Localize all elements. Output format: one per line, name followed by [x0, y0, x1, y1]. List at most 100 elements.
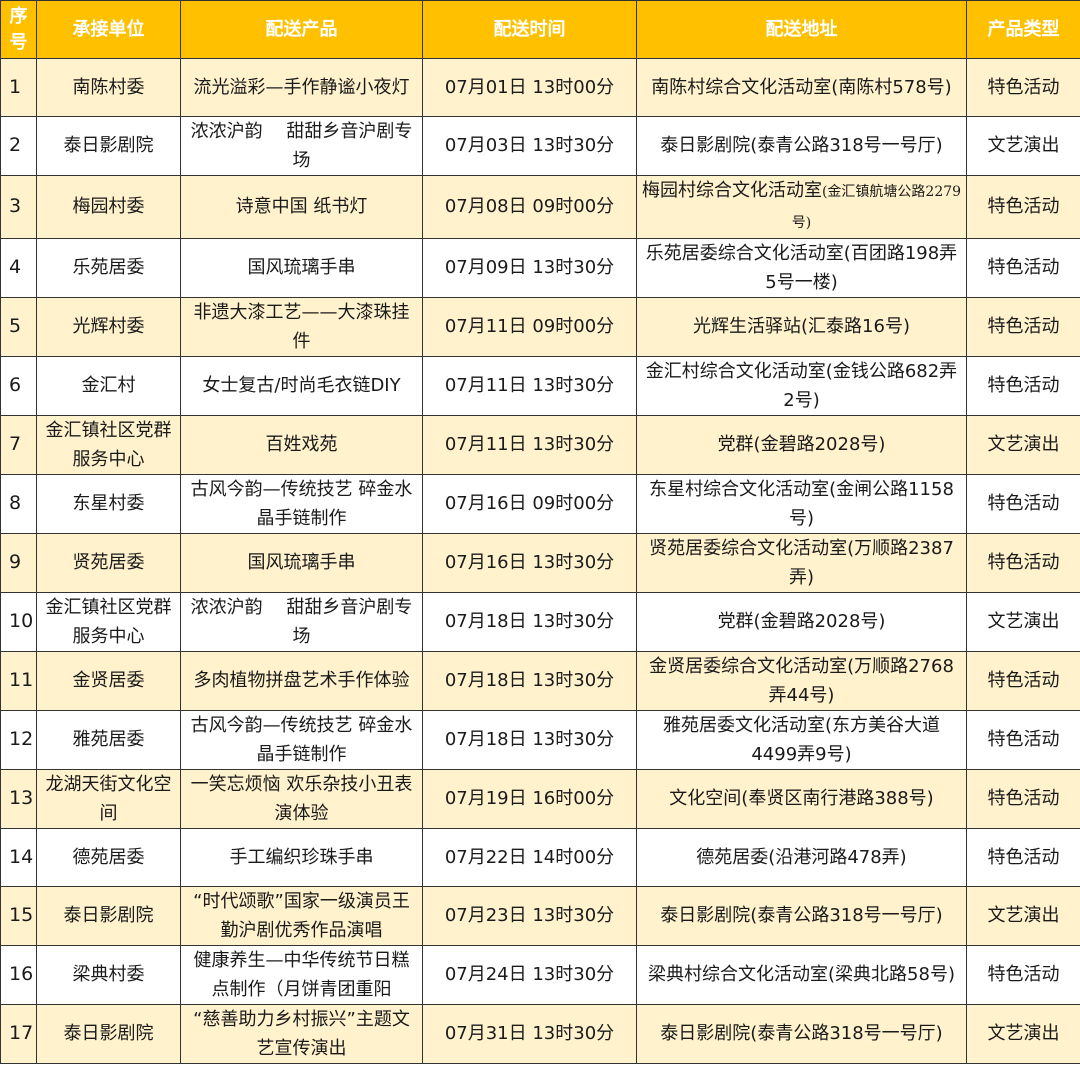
cell-address: 泰日影剧院(泰青公路318号一号厅): [636, 115, 967, 176]
cell-unit: 光辉村委: [36, 296, 181, 357]
cell-address: 梁典村综合文化活动室(梁典北路58号): [636, 944, 967, 1005]
cell-product: 非遗大漆工艺——大漆珠挂件: [180, 296, 423, 357]
cell-time: 07月09日 13时30分: [422, 237, 637, 298]
header-seq: 序号: [0, 0, 37, 59]
cell-seq: 9: [0, 532, 37, 593]
table-row: 14 德苑居委 手工编织珍珠手串 07月22日 14时00分 德苑居委(沿港河路478弄…: [0, 827, 1080, 887]
cell-seq: 14: [0, 827, 37, 887]
cell-type: 特色活动: [966, 709, 1080, 770]
cell-seq: 13: [0, 768, 37, 829]
cell-time: 07月08日 09时00分: [422, 174, 637, 239]
cell-type: 特色活动: [966, 532, 1080, 593]
cell-unit: 贤苑居委: [36, 532, 181, 593]
cell-unit: 东星村委: [36, 473, 181, 534]
table-row: 5 光辉村委 非遗大漆工艺——大漆珠挂件 07月11日 09时00分 光辉生活驿站(汇泰…: [0, 296, 1080, 357]
cell-address: 金汇村综合文化活动室(金钱公路682弄2号): [636, 355, 967, 416]
cell-seq: 3: [0, 174, 37, 239]
cell-unit: 金汇镇社区党群服务中心: [36, 414, 181, 475]
cell-product: 一笑忘烦恼 欢乐杂技小丑表演体验: [180, 768, 423, 829]
cell-seq: 8: [0, 473, 37, 534]
header-row: 序号 承接单位 配送产品 配送时间 配送地址 产品类型: [0, 0, 1080, 59]
cell-product: 流光溢彩—手作静谧小夜灯: [180, 58, 423, 117]
cell-address: 文化空间(奉贤区南行港路388号): [636, 768, 967, 829]
cell-unit: 金贤居委: [36, 650, 181, 711]
cell-seq: 4: [0, 237, 37, 298]
cell-product: 诗意中国 纸书灯: [180, 174, 423, 239]
table-row: 6 金汇村 女士复古/时尚毛衣链DIY 07月11日 13时30分 金汇村综合文化活动室…: [0, 355, 1080, 416]
cell-type: 特色活动: [966, 58, 1080, 117]
cell-address: 德苑居委(沿港河路478弄): [636, 827, 967, 887]
cell-product: 手工编织珍珠手串: [180, 827, 423, 887]
cell-seq: 1: [0, 58, 37, 117]
cell-type: 特色活动: [966, 827, 1080, 887]
table-row: 13 龙湖天街文化空间 一笑忘烦恼 欢乐杂技小丑表演体验 07月19日 16时00分文…: [0, 768, 1080, 829]
cell-time: 07月22日 14时00分: [422, 827, 637, 887]
cell-seq: 16: [0, 944, 37, 1005]
cell-product: 国风琉璃手串: [180, 532, 423, 593]
cell-type: 特色活动: [966, 296, 1080, 357]
table-row: 12 雅苑居委 古风今韵—传统技艺 碎金水晶手链制作 07月18日 13时30分 雅苑居…: [0, 709, 1080, 770]
table-row: 2 泰日影剧院 浓浓沪韵 甜甜乡音沪剧专场 07月03日 13时30分 泰日影剧院(泰青…: [0, 115, 1080, 176]
cell-time: 07月16日 13时30分: [422, 532, 637, 593]
cell-seq: 17: [0, 1003, 37, 1064]
cell-seq: 6: [0, 355, 37, 416]
cell-unit: 梁典村委: [36, 944, 181, 1005]
cell-time: 07月01日 13时00分: [422, 58, 637, 117]
header-product: 配送产品: [180, 0, 423, 59]
cell-unit: 德苑居委: [36, 827, 181, 887]
cell-address: 南陈村综合文化活动室(南陈村578号): [636, 58, 967, 117]
cell-unit: 南陈村委: [36, 58, 181, 117]
cell-product: “慈善助力乡村振兴”主题文艺宣传演出: [180, 1003, 423, 1064]
table-row: 4 乐苑居委 国风琉璃手串 07月09日 13时30分 乐苑居委综合文化活动室(百团路1…: [0, 237, 1080, 298]
cell-address: 贤苑居委综合文化活动室(万顺路2387弄): [636, 532, 967, 593]
cell-product: 多肉植物拼盘艺术手作体验: [180, 650, 423, 711]
table-row: 3 梅园村委 诗意中国 纸书灯 07月08日 09时00分 梅园村综合文化活动室(金汇镇…: [0, 174, 1080, 239]
cell-address: 光辉生活驿站(汇泰路16号): [636, 296, 967, 357]
cell-time: 07月18日 13时30分: [422, 650, 637, 711]
address-main: 梅园村综合文化活动室: [641, 179, 822, 201]
cell-address: 党群(金碧路2028号): [636, 414, 967, 475]
cell-product: 健康养生—中华传统节日糕点制作（月饼青团重阳: [180, 944, 423, 1005]
table-row: 7 金汇镇社区党群服务中心 百姓戏苑 07月11日 13时30分 党群(金碧路2028号…: [0, 414, 1080, 475]
cell-time: 07月11日 13时30分: [422, 414, 637, 475]
cell-unit: 泰日影剧院: [36, 885, 181, 946]
cell-time: 07月31日 13时30分: [422, 1003, 637, 1064]
cell-time: 07月19日 16时00分: [422, 768, 637, 829]
header-address: 配送地址: [636, 0, 967, 59]
cell-address: 党群(金碧路2028号): [636, 591, 967, 652]
cell-type: 特色活动: [966, 473, 1080, 534]
cell-address: 梅园村综合文化活动室(金汇镇航塘公路2279号): [636, 174, 967, 239]
cell-type: 特色活动: [966, 355, 1080, 416]
cell-time: 07月11日 09时00分: [422, 296, 637, 357]
cell-product: 百姓戏苑: [180, 414, 423, 475]
cell-seq: 2: [0, 115, 37, 176]
cell-product: 女士复古/时尚毛衣链DIY: [180, 355, 423, 416]
cell-time: 07月03日 13时30分: [422, 115, 637, 176]
cell-unit: 雅苑居委: [36, 709, 181, 770]
cell-unit: 泰日影剧院: [36, 115, 181, 176]
cell-seq: 12: [0, 709, 37, 770]
table-row: 9 贤苑居委 国风琉璃手串 07月16日 13时30分 贤苑居委综合文化活动室(万顺路2…: [0, 532, 1080, 593]
header-type: 产品类型: [966, 0, 1080, 59]
table-row: 10 金汇镇社区党群服务中心 浓浓沪韵 甜甜乡音沪剧专场 07月18日 13时30分党…: [0, 591, 1080, 652]
cell-type: 特色活动: [966, 650, 1080, 711]
cell-product: 古风今韵—传统技艺 碎金水晶手链制作: [180, 709, 423, 770]
cell-address: 乐苑居委综合文化活动室(百团路198弄5号一楼): [636, 237, 967, 298]
address-detail: (金汇镇航塘公路2279号): [791, 183, 962, 231]
cell-time: 07月24日 13时30分: [422, 944, 637, 1005]
table-row: 8 东星村委 古风今韵—传统技艺 碎金水晶手链制作 07月16日 09时00分 东星村综…: [0, 473, 1080, 534]
cell-time: 07月11日 13时30分: [422, 355, 637, 416]
table-row: 16 梁典村委 健康养生—中华传统节日糕点制作（月饼青团重阳 07月24日 13时30…: [0, 944, 1080, 1005]
cell-time: 07月18日 13时30分: [422, 709, 637, 770]
table-row: 1 南陈村委 流光溢彩—手作静谧小夜灯 07月01日 13时00分 南陈村综合文化活动室…: [0, 58, 1080, 117]
cell-type: 文艺演出: [966, 885, 1080, 946]
cell-address: 金贤居委综合文化活动室(万顺路2768弄44号): [636, 650, 967, 711]
cell-type: 特色活动: [966, 237, 1080, 298]
cell-unit: 乐苑居委: [36, 237, 181, 298]
cell-unit: 泰日影剧院: [36, 1003, 181, 1064]
cell-unit: 金汇镇社区党群服务中心: [36, 591, 181, 652]
cell-seq: 11: [0, 650, 37, 711]
cell-type: 文艺演出: [966, 591, 1080, 652]
cell-unit: 梅园村委: [36, 174, 181, 239]
